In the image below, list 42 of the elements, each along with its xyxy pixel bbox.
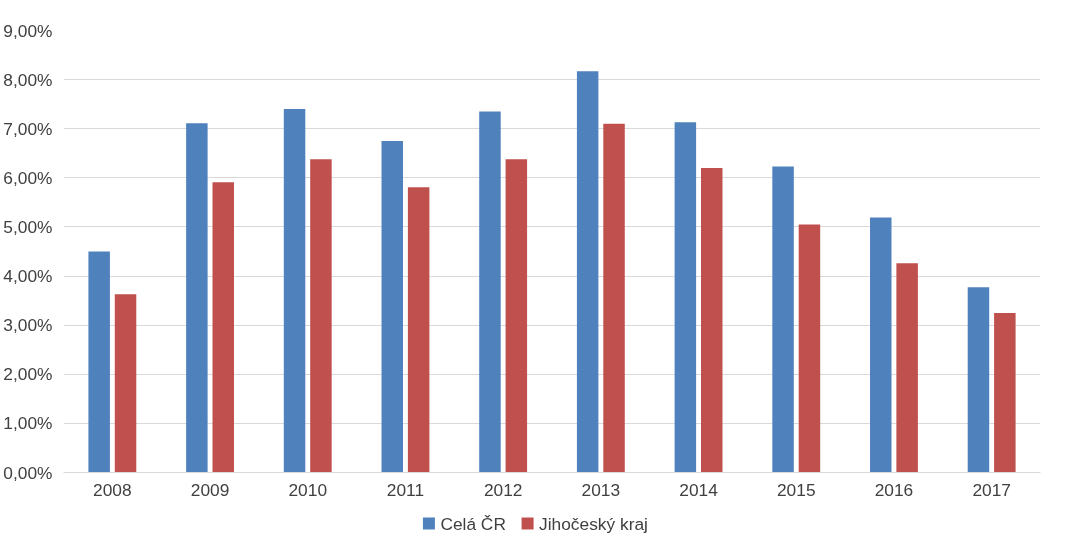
y-tick-label: 0,00% — [3, 462, 53, 483]
bar — [479, 111, 501, 473]
bar — [603, 123, 625, 473]
legend-label: Celá ČR — [440, 513, 506, 534]
y-tick-label: 9,00% — [3, 20, 53, 41]
bar — [798, 224, 821, 473]
bar — [283, 109, 306, 473]
x-tick-label: 2016 — [874, 479, 914, 500]
bar — [88, 251, 110, 473]
y-tick-label: 1,00% — [3, 413, 53, 434]
bar — [186, 123, 208, 473]
y-tick-label: 4,00% — [3, 266, 53, 287]
y-tick-label: 2,00% — [3, 364, 53, 385]
legend-label: Jihočeský kraj — [539, 513, 648, 534]
y-tick-label: 7,00% — [3, 118, 53, 139]
bar — [700, 168, 723, 473]
bar — [114, 294, 137, 473]
bar — [870, 217, 892, 473]
bar — [994, 312, 1016, 473]
bar — [212, 182, 234, 473]
x-tick-label: 2012 — [483, 479, 523, 500]
bar — [896, 263, 918, 473]
y-tick-label: 8,00% — [3, 69, 53, 90]
x-tick-label: 2015 — [776, 479, 816, 500]
y-tick-label: 3,00% — [3, 315, 53, 336]
bar — [381, 141, 404, 473]
x-tick-label: 2008 — [93, 479, 132, 500]
bar — [407, 187, 430, 473]
x-tick-label: 2014 — [679, 479, 719, 500]
x-tick-label: 2017 — [972, 479, 1011, 500]
bar — [576, 71, 599, 473]
x-tick-label: 2009 — [190, 479, 230, 500]
bar — [967, 287, 990, 473]
bar — [674, 122, 697, 473]
y-tick-label: 5,00% — [3, 216, 53, 237]
x-tick-label: 2011 — [386, 479, 425, 500]
bar — [505, 159, 528, 473]
x-tick-label: 2013 — [581, 479, 621, 500]
x-tick-label: 2010 — [288, 479, 328, 500]
y-tick-label: 6,00% — [3, 167, 53, 188]
bar — [772, 166, 794, 473]
bar — [310, 159, 332, 473]
